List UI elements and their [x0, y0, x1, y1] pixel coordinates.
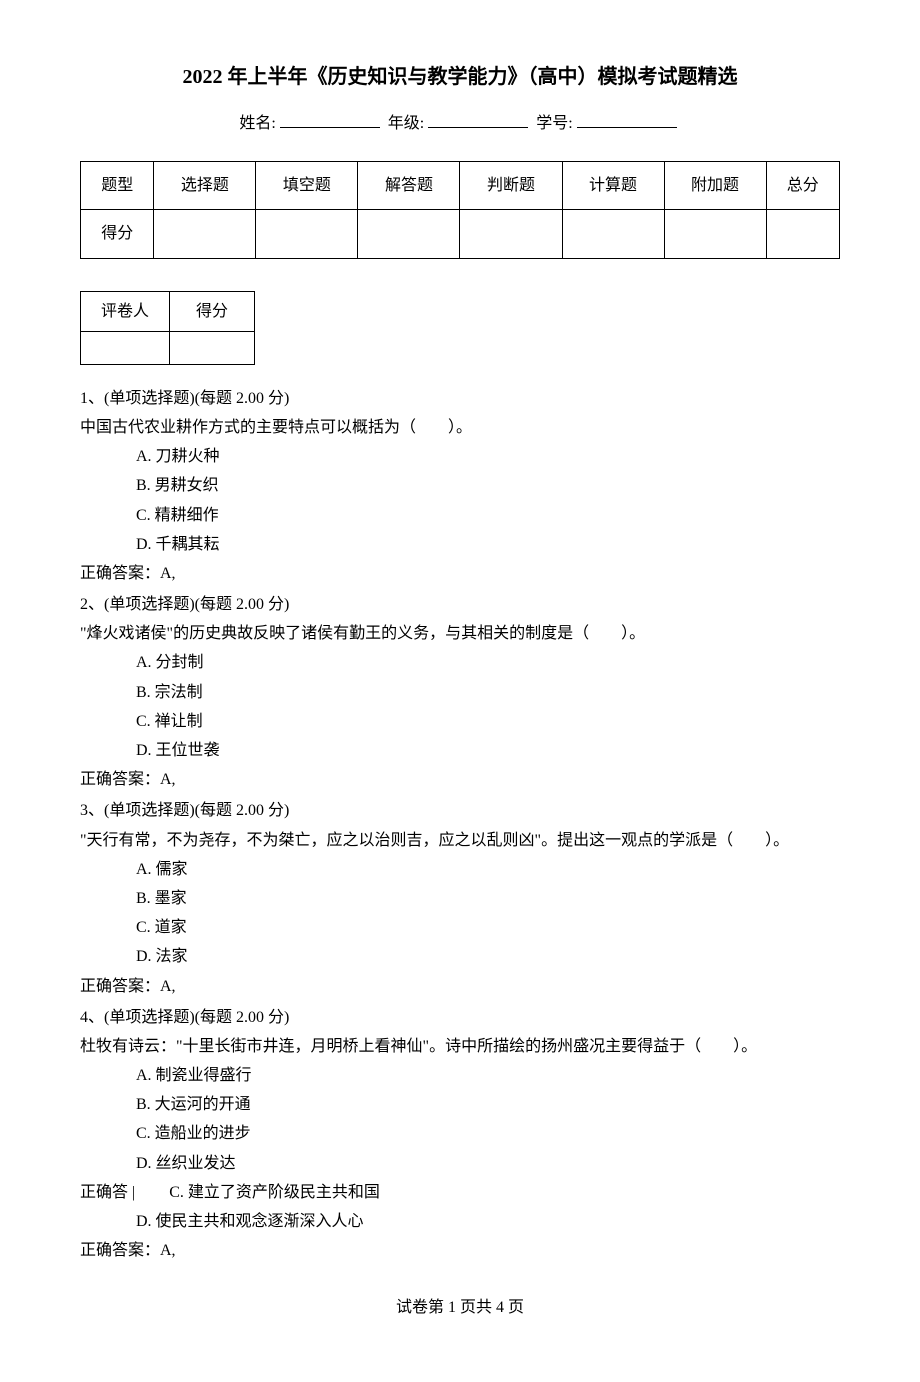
- option-d: D. 丝织业发达: [136, 1150, 840, 1177]
- table-header: 题型: [81, 162, 154, 210]
- option-c: C. 造船业的进步: [136, 1120, 840, 1147]
- table-header: 填空题: [256, 162, 358, 210]
- question-header: 2、(单项选择题)(每题 2.00 分): [80, 591, 840, 618]
- option-a: A. 儒家: [136, 856, 840, 883]
- option-c: C. 禅让制: [136, 708, 840, 735]
- score-row-label: 得分: [81, 210, 154, 258]
- question-3: 3、(单项选择题)(每题 2.00 分) "天行有常，不为尧存，不为桀亡，应之以…: [80, 797, 840, 999]
- answer: 正确答案：A,: [80, 560, 840, 587]
- grade-blank: [428, 127, 528, 128]
- question-header: 4、(单项选择题)(每题 2.00 分): [80, 1004, 840, 1031]
- table-header: 附加题: [664, 162, 766, 210]
- option-b: B. 宗法制: [136, 679, 840, 706]
- option-a: A. 分封制: [136, 649, 840, 676]
- option-b: B. 大运河的开通: [136, 1091, 840, 1118]
- student-info: 姓名: 年级: 学号:: [80, 110, 840, 137]
- grader-label: 评卷人: [81, 291, 170, 331]
- question-stem: 杜牧有诗云："十里长街市井连，月明桥上看神仙"。诗中所描绘的扬州盛况主要得益于（…: [80, 1033, 840, 1060]
- score-cell: [766, 210, 839, 258]
- option-d: D. 千耦其耘: [136, 531, 840, 558]
- question-stem: "天行有常，不为尧存，不为桀亡，应之以治则吉，应之以乱则凶"。提出这一观点的学派…: [80, 827, 840, 854]
- id-blank: [577, 127, 677, 128]
- score-cell: [358, 210, 460, 258]
- page-footer: 试卷第 1 页共 4 页: [80, 1294, 840, 1321]
- question-4: 4、(单项选择题)(每题 2.00 分) 杜牧有诗云："十里长街市井连，月明桥上…: [80, 1004, 840, 1265]
- option-a: A. 制瓷业得盛行: [136, 1062, 840, 1089]
- table-header: 选择题: [154, 162, 256, 210]
- option-a: A. 刀耕火种: [136, 443, 840, 470]
- option-b: B. 男耕女织: [136, 472, 840, 499]
- question-header: 3、(单项选择题)(每题 2.00 分): [80, 797, 840, 824]
- answer: 正确答案：A,: [80, 973, 840, 1000]
- score-cell: [256, 210, 358, 258]
- name-blank: [280, 127, 380, 128]
- grader-value-row: [81, 331, 255, 364]
- question-2: 2、(单项选择题)(每题 2.00 分) "烽火戏诸侯"的历史典故反映了诸侯有勤…: [80, 591, 840, 793]
- inline-option-c: C. 建立了资产阶级民主共和国: [169, 1179, 380, 1206]
- answer: 正确答案：A,: [80, 766, 840, 793]
- table-header-row: 题型 选择题 填空题 解答题 判断题 计算题 附加题 总分: [81, 162, 840, 210]
- grader-header-row: 评卷人 得分: [81, 291, 255, 331]
- grader-table: 评卷人 得分: [80, 291, 255, 365]
- grade-label: 年级:: [388, 115, 424, 132]
- table-header: 计算题: [562, 162, 664, 210]
- exam-title: 2022 年上半年《历史知识与教学能力》（高中）模拟考试题精选: [80, 60, 840, 94]
- answer-partial-text: 正确答 |: [80, 1184, 135, 1201]
- option-c: C. 精耕细作: [136, 502, 840, 529]
- score-cell: [562, 210, 664, 258]
- score-cell: [154, 210, 256, 258]
- option-d: D. 王位世袭: [136, 737, 840, 764]
- table-header: 判断题: [460, 162, 562, 210]
- table-score-row: 得分: [81, 210, 840, 258]
- option-b: B. 墨家: [136, 885, 840, 912]
- question-stem: 中国古代农业耕作方式的主要特点可以概括为（ ）。: [80, 414, 840, 441]
- question-1: 1、(单项选择题)(每题 2.00 分) 中国古代农业耕作方式的主要特点可以概括…: [80, 385, 840, 587]
- table-header: 解答题: [358, 162, 460, 210]
- grader-score-label: 得分: [170, 291, 255, 331]
- question-header: 1、(单项选择题)(每题 2.00 分): [80, 385, 840, 412]
- option-d: D. 法家: [136, 943, 840, 970]
- score-cell: [664, 210, 766, 258]
- score-cell: [460, 210, 562, 258]
- final-answer: 正确答案：A,: [80, 1237, 840, 1264]
- answer-partial: 正确答 | C. 建立了资产阶级民主共和国: [80, 1179, 840, 1206]
- extra-option-d: D. 使民主共和观念逐渐深入人心: [136, 1208, 840, 1235]
- option-c: C. 道家: [136, 914, 840, 941]
- question-stem: "烽火戏诸侯"的历史典故反映了诸侯有勤王的义务，与其相关的制度是（ ）。: [80, 620, 840, 647]
- table-header: 总分: [766, 162, 839, 210]
- id-label: 学号:: [536, 115, 572, 132]
- grader-cell: [170, 331, 255, 364]
- score-table: 题型 选择题 填空题 解答题 判断题 计算题 附加题 总分 得分: [80, 161, 840, 258]
- grader-cell: [81, 331, 170, 364]
- name-label: 姓名:: [239, 115, 275, 132]
